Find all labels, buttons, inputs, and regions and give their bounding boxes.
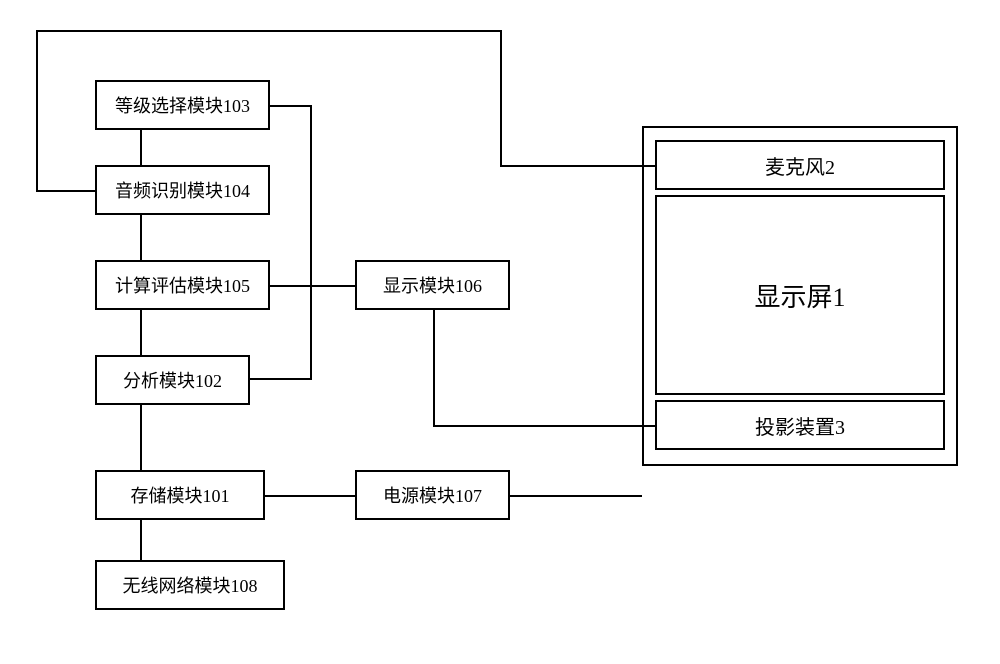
connector: [36, 190, 95, 192]
node-display_mod: 显示模块106: [355, 260, 510, 310]
node-calc_eval-label: 计算评估模块105: [115, 272, 250, 298]
node-projector-label: 投影装置3: [755, 411, 845, 440]
connector: [36, 30, 38, 190]
node-screen-label: 显示屏1: [754, 277, 845, 314]
diagram-canvas: 等级选择模块103 音频识别模块104 计算评估模块105 分析模块102 存储模块10…: [0, 0, 1000, 664]
connector: [270, 105, 310, 107]
connector: [250, 378, 312, 380]
connector: [433, 310, 435, 425]
connector: [500, 165, 655, 167]
node-storage-label: 存储模块101: [131, 482, 230, 508]
node-screen: 显示屏1: [655, 195, 945, 395]
connector: [433, 425, 656, 427]
node-audio_recog: 音频识别模块104: [95, 165, 270, 215]
connector: [140, 130, 142, 165]
connector: [270, 285, 355, 287]
connector: [265, 495, 355, 497]
connector: [140, 520, 142, 560]
node-calc_eval: 计算评估模块105: [95, 260, 270, 310]
connector: [140, 405, 142, 470]
node-level_select-label: 等级选择模块103: [115, 92, 250, 118]
node-analysis-label: 分析模块102: [123, 367, 222, 393]
node-analysis: 分析模块102: [95, 355, 250, 405]
connector: [310, 105, 312, 380]
node-display_mod-label: 显示模块106: [383, 272, 482, 298]
connector: [500, 30, 502, 165]
node-power_mod-label: 电源模块107: [383, 482, 482, 508]
connector: [510, 495, 642, 497]
node-level_select: 等级选择模块103: [95, 80, 270, 130]
node-wireless-label: 无线网络模块108: [123, 572, 258, 598]
node-projector: 投影装置3: [655, 400, 945, 450]
connector: [36, 30, 500, 32]
node-power_mod: 电源模块107: [355, 470, 510, 520]
node-storage: 存储模块101: [95, 470, 265, 520]
node-mic: 麦克风2: [655, 140, 945, 190]
node-wireless: 无线网络模块108: [95, 560, 285, 610]
node-mic-label: 麦克风2: [765, 151, 835, 180]
connector: [140, 215, 142, 260]
node-audio_recog-label: 音频识别模块104: [115, 177, 250, 203]
connector: [140, 310, 142, 355]
